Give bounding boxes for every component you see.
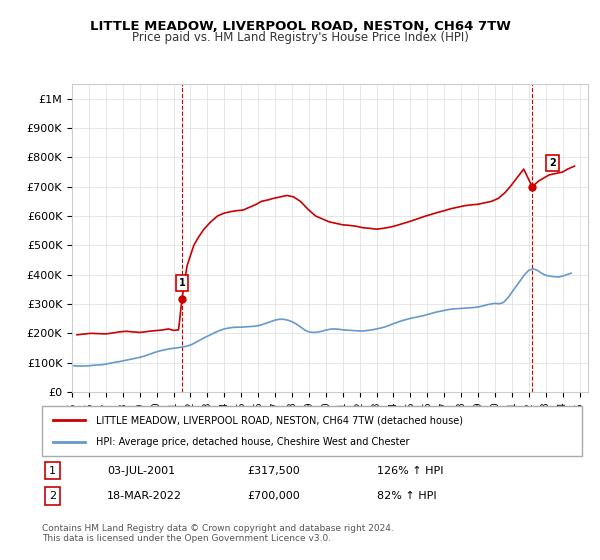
Text: Price paid vs. HM Land Registry's House Price Index (HPI): Price paid vs. HM Land Registry's House … <box>131 31 469 44</box>
Text: 2: 2 <box>549 158 556 168</box>
Text: Contains HM Land Registry data © Crown copyright and database right 2024.
This d: Contains HM Land Registry data © Crown c… <box>42 524 394 543</box>
Text: 1: 1 <box>179 278 185 288</box>
Text: 2: 2 <box>49 491 56 501</box>
Text: LITTLE MEADOW, LIVERPOOL ROAD, NESTON, CH64 7TW (detached house): LITTLE MEADOW, LIVERPOOL ROAD, NESTON, C… <box>96 415 463 425</box>
Text: 126% ↑ HPI: 126% ↑ HPI <box>377 465 443 475</box>
Text: 82% ↑ HPI: 82% ↑ HPI <box>377 491 436 501</box>
Text: 03-JUL-2001: 03-JUL-2001 <box>107 465 175 475</box>
Text: 18-MAR-2022: 18-MAR-2022 <box>107 491 182 501</box>
Text: HPI: Average price, detached house, Cheshire West and Chester: HPI: Average price, detached house, Ches… <box>96 437 409 447</box>
Text: £317,500: £317,500 <box>247 465 300 475</box>
Text: LITTLE MEADOW, LIVERPOOL ROAD, NESTON, CH64 7TW: LITTLE MEADOW, LIVERPOOL ROAD, NESTON, C… <box>89 20 511 32</box>
Text: £700,000: £700,000 <box>247 491 300 501</box>
Text: 1: 1 <box>49 465 56 475</box>
FancyBboxPatch shape <box>42 406 582 456</box>
